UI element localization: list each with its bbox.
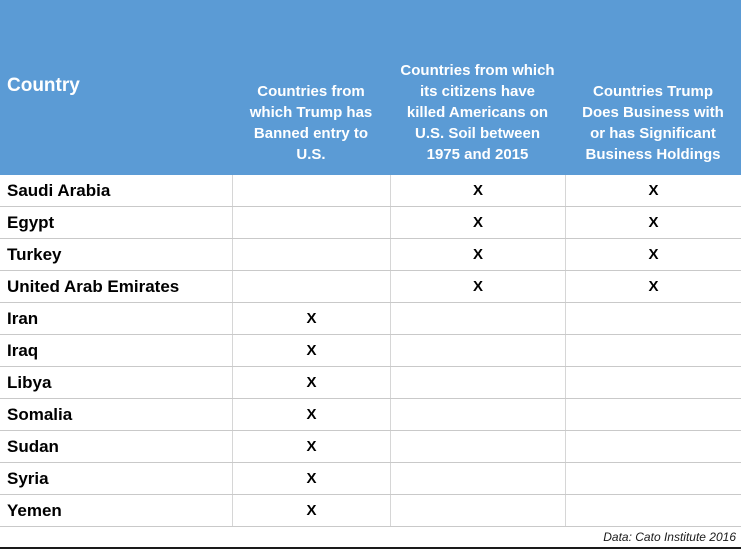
country-name-cell: Turkey [7,244,62,264]
table-row: Saudi Arabia X X [0,175,741,207]
country-name-cell: Libya [7,372,52,392]
table-row: United Arab Emirates X X [0,271,741,303]
business-mark-cell: X [565,175,741,206]
country-name-cell: Egypt [7,212,55,232]
killed-mark-cell: X [390,207,565,238]
killed-mark-cell [390,399,565,430]
killed-mark-cell: X [390,175,565,206]
table-row: Syria X [0,463,741,495]
killed-mark-cell [390,335,565,366]
table-row: Turkey X X [0,239,741,271]
banned-mark-cell: X [232,463,390,494]
killed-mark-cell [390,431,565,462]
table-row: Somalia X [0,399,741,431]
banned-mark-cell [232,271,390,302]
header-banned-entry: Countries from which Trump has Banned en… [249,83,373,163]
country-name-cell: Yemen [7,500,62,520]
country-name-cell: Iraq [7,340,39,360]
business-mark-cell [565,399,741,430]
banned-mark-cell: X [232,431,390,462]
business-mark-cell [565,367,741,398]
business-mark-cell: X [565,239,741,270]
table-row: Sudan X [0,431,741,463]
table-row: Egypt X X [0,207,741,239]
business-mark-cell [565,431,741,462]
country-name-cell: Iran [7,308,39,328]
header-killed-americans: Countries from which its citizens have k… [400,62,555,163]
banned-mark-cell: X [232,367,390,398]
business-mark-cell [565,463,741,494]
banned-mark-cell [232,239,390,270]
banned-mark-cell: X [232,399,390,430]
killed-mark-cell: X [390,239,565,270]
country-name-cell: United Arab Emirates [7,276,180,296]
killed-mark-cell [390,495,565,526]
killed-mark-cell [390,463,565,494]
killed-mark-cell [390,303,565,334]
business-mark-cell: X [565,271,741,302]
country-name-cell: Somalia [7,404,73,424]
business-mark-cell [565,335,741,366]
country-name-cell: Saudi Arabia [7,180,111,200]
banned-mark-cell: X [232,335,390,366]
killed-mark-cell [390,367,565,398]
business-mark-cell [565,303,741,334]
business-mark-cell [565,495,741,526]
country-name-cell: Syria [7,468,49,488]
killed-mark-cell: X [390,271,565,302]
data-source-note: Data: Cato Institute 2016 [603,530,736,544]
table-row: Libya X [0,367,741,399]
banned-mark-cell [232,207,390,238]
table-row: Yemen X [0,495,741,527]
banned-mark-cell: X [232,495,390,526]
business-mark-cell: X [565,207,741,238]
country-name-cell: Sudan [7,436,59,456]
table-body: Saudi Arabia X X Egypt X X Turkey X X United Arab… [0,175,741,527]
banned-mark-cell: X [232,303,390,334]
table-row: Iran X [0,303,741,335]
table-header-row: Country Countries from which Trump has B… [0,0,741,175]
header-country: Country [7,75,80,97]
table-footer: Data: Cato Institute 2016 [0,527,741,547]
banned-mark-cell [232,175,390,206]
table-row: Iraq X [0,335,741,367]
header-business-holdings: Countries Trump Does Business with or ha… [582,83,724,163]
